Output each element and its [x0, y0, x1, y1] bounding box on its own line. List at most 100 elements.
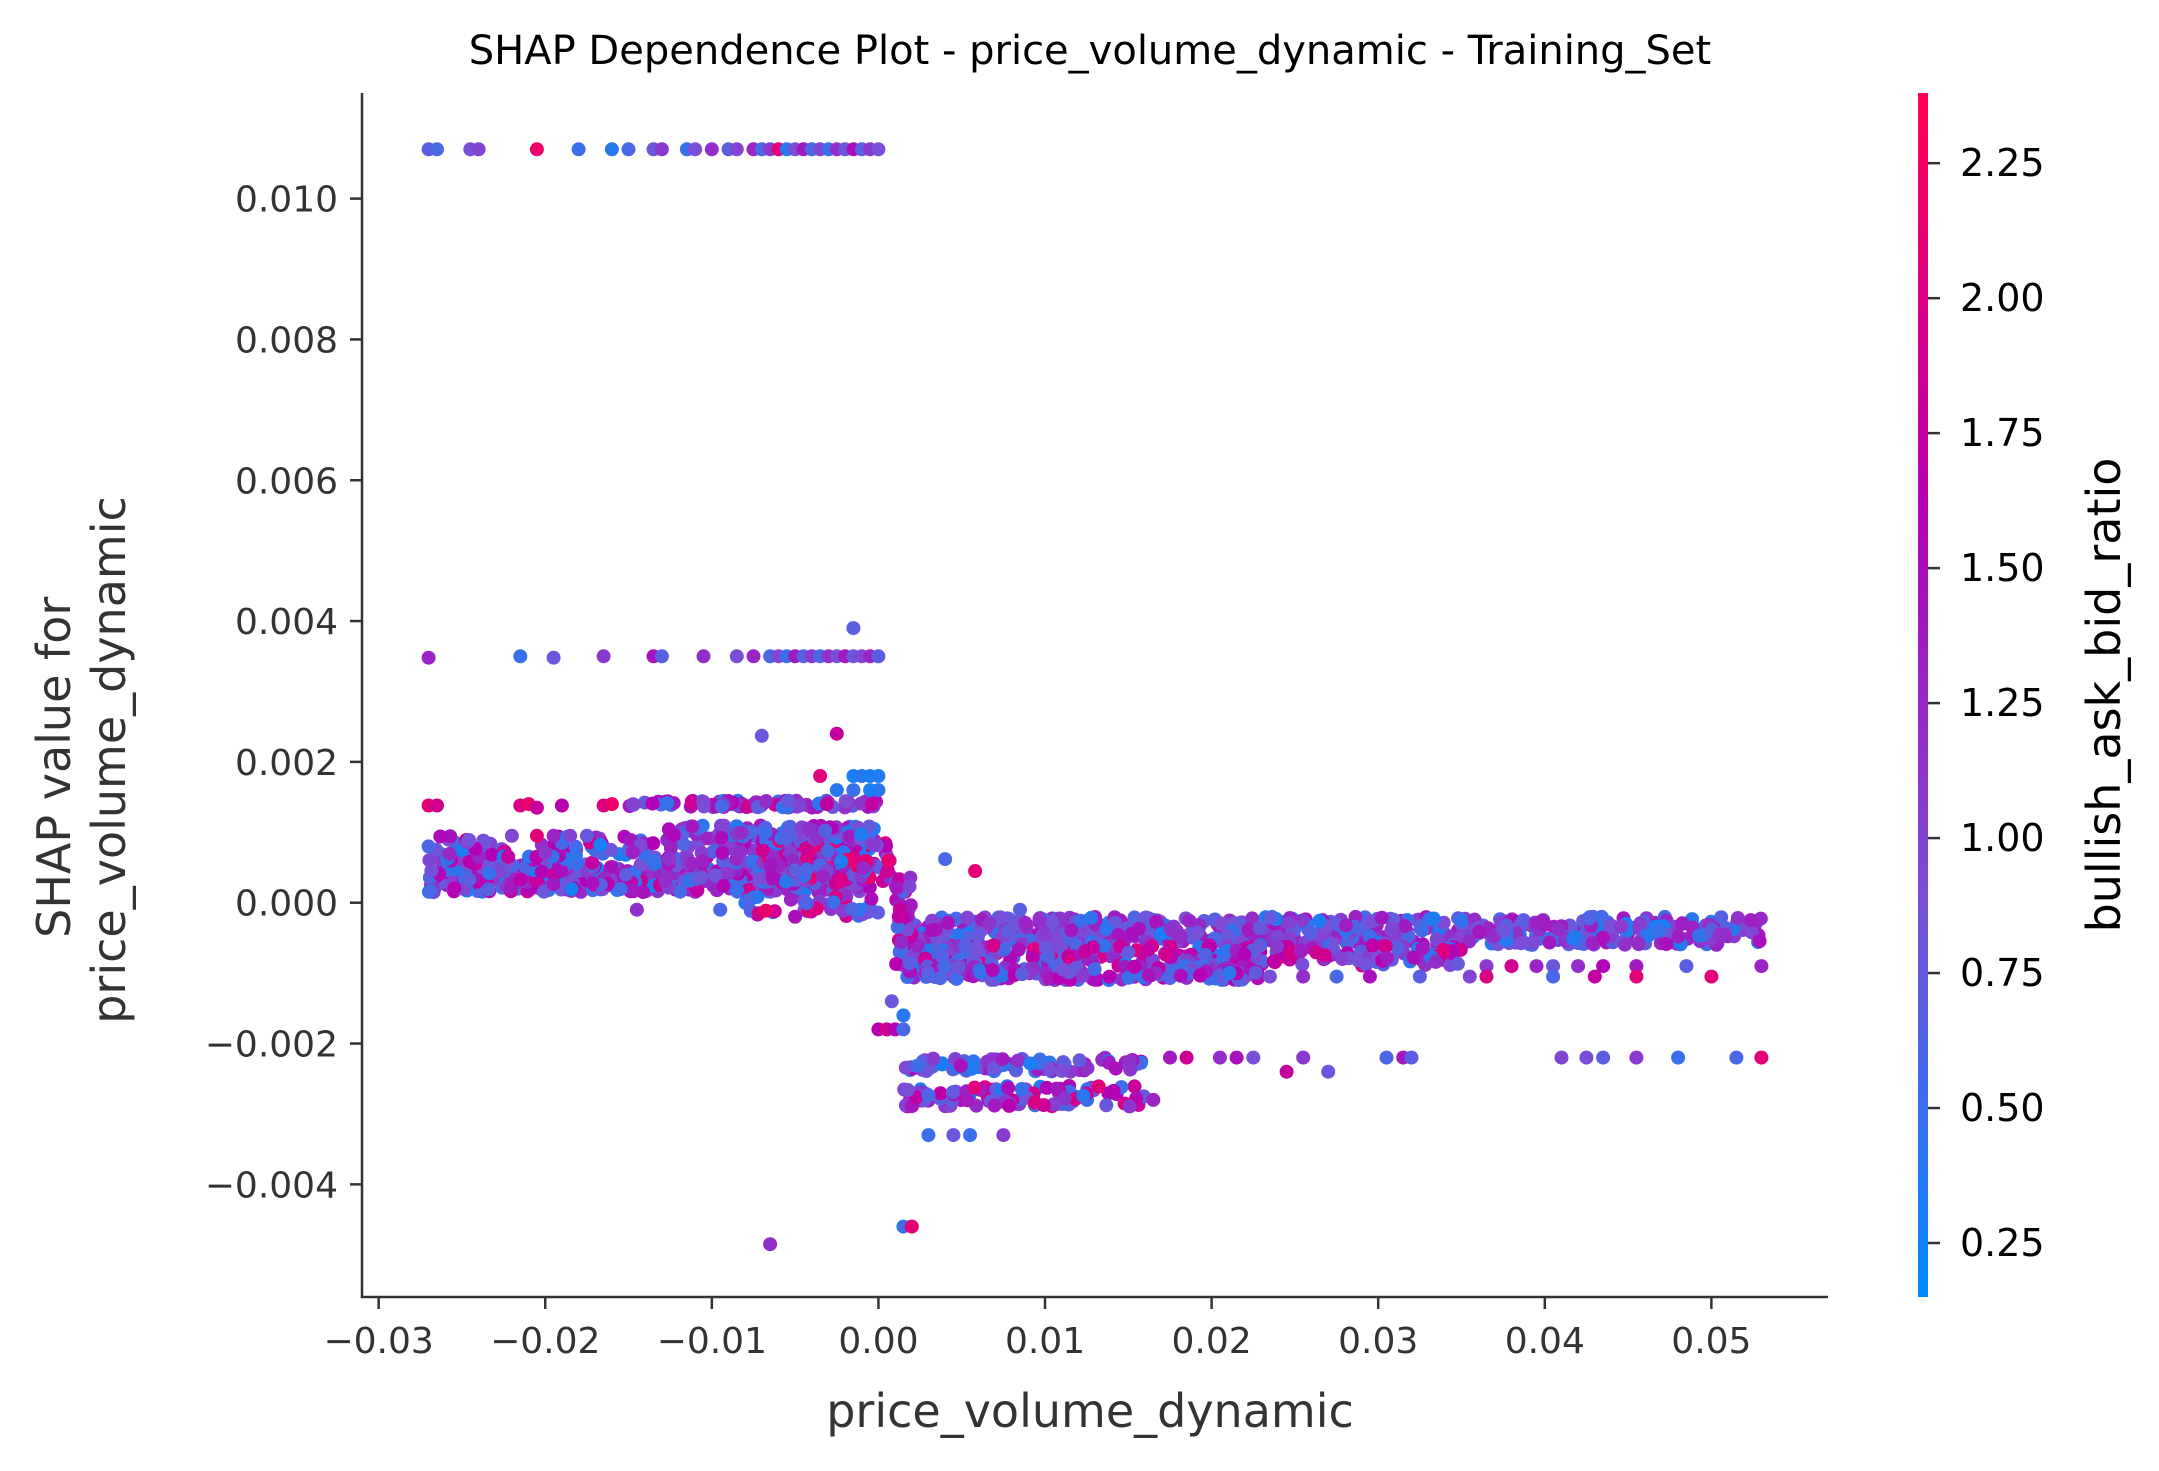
scatter-point	[783, 892, 798, 907]
scatter-point	[946, 1128, 961, 1143]
scatter-point	[921, 1088, 936, 1103]
scatter-point	[982, 916, 997, 931]
scatter-point	[442, 846, 457, 861]
scatter-point	[1629, 959, 1644, 974]
scatter-point	[960, 910, 975, 925]
scatter-point	[968, 864, 983, 878]
scatter-point	[563, 828, 578, 843]
scatter-point	[894, 935, 909, 950]
scatter-point	[949, 971, 964, 986]
scatter-point	[685, 796, 700, 811]
scatter-point	[945, 1085, 960, 1100]
scatter-points	[421, 142, 1769, 1252]
scatter-point	[1248, 965, 1263, 980]
scatter-point	[846, 621, 861, 636]
scatter-point	[1472, 924, 1487, 939]
scatter-point	[1075, 968, 1090, 983]
scatter-point	[1754, 1050, 1769, 1065]
scatter-point	[1073, 913, 1088, 928]
scatter-point	[1032, 911, 1047, 926]
scatter-point	[720, 866, 735, 881]
scatter-point	[1629, 1050, 1644, 1065]
scatter-point	[1229, 1050, 1244, 1065]
scatter-point	[1303, 926, 1318, 941]
scatter-point	[1398, 919, 1412, 934]
scatter-point	[603, 860, 618, 875]
scatter-point	[787, 863, 802, 878]
scatter-point	[1671, 929, 1686, 944]
scatter-point	[1554, 1050, 1569, 1065]
scatter-point	[1582, 911, 1596, 926]
scatter-point	[662, 851, 676, 866]
scatter-point	[941, 915, 956, 930]
scatter-point	[1374, 910, 1389, 925]
scatter-point	[1193, 968, 1208, 983]
scatter-point	[1111, 928, 1126, 942]
scatter-point	[568, 848, 583, 863]
scatter-point	[933, 1086, 948, 1101]
scatter-point	[1087, 962, 1102, 977]
scatter-point	[1385, 921, 1400, 936]
scatter-point	[481, 882, 496, 897]
scatter-point	[971, 928, 986, 943]
scatter-point	[1743, 913, 1758, 928]
scatter-point	[421, 839, 436, 854]
scatter-point	[1603, 919, 1618, 934]
x-tick-label: −0.01	[657, 1321, 767, 1362]
scatter-point	[1390, 941, 1405, 956]
scatter-point	[1404, 1050, 1419, 1065]
scatter-point	[759, 794, 774, 808]
scatter-point	[896, 1008, 911, 1023]
scatter-point	[1436, 942, 1451, 957]
scatter-point	[933, 971, 948, 986]
scatter-point	[778, 874, 793, 889]
scatter-point	[818, 823, 833, 838]
scatter-point	[1198, 948, 1213, 962]
scatter-point	[1429, 932, 1444, 947]
scatter-point	[701, 831, 715, 846]
scatter-point	[471, 142, 486, 157]
chart-title: SHAP Dependence Plot - price_volume_dyna…	[469, 28, 1711, 74]
scatter-point	[1190, 925, 1205, 940]
scatter-point	[1365, 938, 1380, 953]
scatter-point	[1415, 923, 1430, 938]
scatter-point	[834, 854, 849, 869]
scatter-point	[1222, 966, 1236, 981]
scatter-point	[1279, 1064, 1294, 1079]
scatter-point	[1479, 959, 1494, 974]
scatter-point	[1296, 1050, 1311, 1065]
scatter-point	[715, 845, 730, 860]
scatter-point	[960, 1093, 975, 1108]
scatter-point	[1002, 1098, 1017, 1113]
scatter-point	[1380, 951, 1395, 965]
scatter-point	[819, 797, 834, 811]
scatter-point	[884, 994, 899, 1009]
scatter-point	[534, 864, 549, 879]
scatter-point	[758, 903, 773, 918]
scatter-point	[688, 142, 703, 157]
scatter-point	[1269, 939, 1284, 954]
scatter-point	[921, 1128, 936, 1143]
scatter-point	[1123, 1062, 1138, 1077]
scatter-point	[788, 909, 803, 924]
scatter-point	[1312, 913, 1327, 928]
scatter-point	[833, 874, 848, 889]
scatter-point	[625, 797, 640, 812]
scatter-point	[571, 142, 586, 157]
scatter-point	[529, 800, 544, 815]
scatter-point	[871, 905, 885, 920]
scatter-point	[1296, 969, 1311, 984]
scatter-point	[733, 844, 748, 859]
scatter-point	[1084, 910, 1099, 925]
scatter-point	[715, 819, 730, 834]
scatter-point	[1659, 937, 1674, 951]
y-axis-label: SHAP value for price_volume_dynamic	[27, 496, 136, 1024]
scatter-point	[1675, 916, 1690, 931]
scatter-point	[1631, 936, 1646, 951]
scatter-point	[864, 891, 879, 906]
scatter-point	[1462, 969, 1477, 984]
scatter-point	[1317, 948, 1332, 963]
scatter-point	[1692, 928, 1707, 943]
scatter-point	[801, 821, 816, 836]
